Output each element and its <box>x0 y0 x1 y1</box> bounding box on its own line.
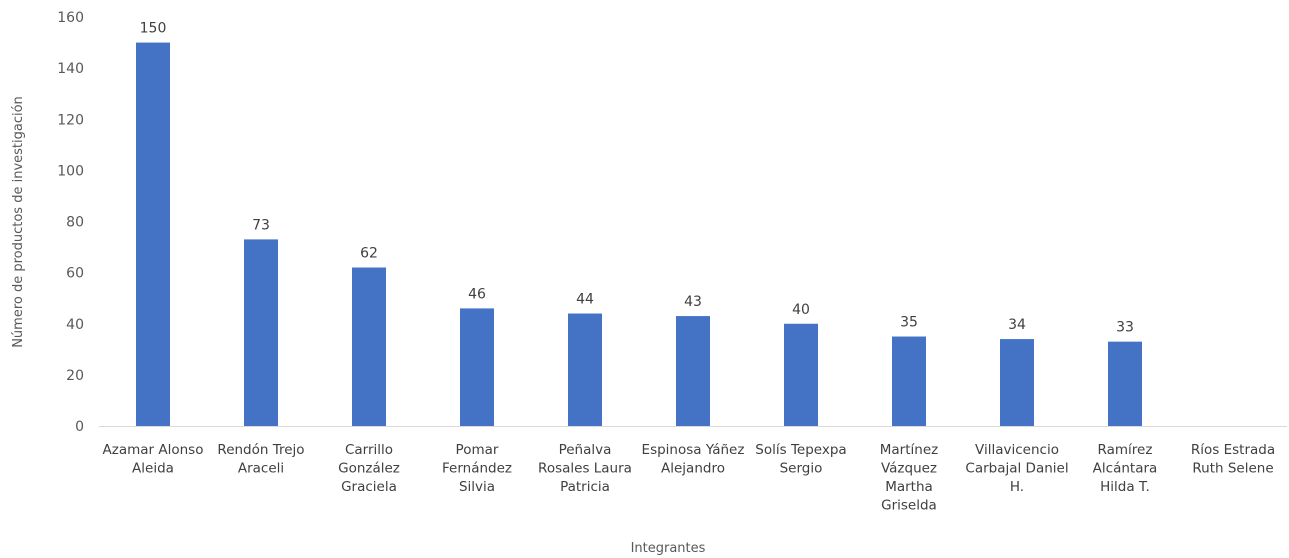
bar <box>892 336 926 426</box>
x-category-label-line: Graciela <box>341 479 397 495</box>
x-category-label-line: Ramírez <box>1098 442 1153 458</box>
x-category-label-line: Ríos Estrada <box>1191 442 1275 458</box>
data-label: 62 <box>360 246 378 262</box>
data-label: 43 <box>684 294 702 310</box>
data-label: 150 <box>140 21 167 37</box>
data-label: 46 <box>468 286 486 302</box>
x-category-label-line: Sergio <box>780 461 823 477</box>
x-category-label: Peñalva Rosales Laura Patricia <box>538 442 632 495</box>
bar <box>676 316 710 426</box>
x-category-label-line: Azamar Alonso <box>103 442 204 458</box>
y-tick-label: 120 <box>57 112 84 128</box>
x-axis-title: Integrantes <box>631 541 706 556</box>
x-category-label: Carrillo González Graciela <box>338 442 400 495</box>
x-category-label-line: Vázquez <box>881 461 937 477</box>
x-category-label: Solís Tepexpa Sergio <box>755 442 846 477</box>
bar <box>1108 341 1142 426</box>
data-label: 34 <box>1008 317 1026 333</box>
y-tick-label: 80 <box>66 215 84 231</box>
x-category-label-line: Peñalva <box>559 442 612 458</box>
y-axis-ticks: 0 20 40 60 80 100 120 140 160 <box>57 10 84 435</box>
x-category-label-line: Silvia <box>459 479 495 495</box>
x-category-label-line: Alejandro <box>661 461 725 477</box>
category-labels-group: Azamar Alonso Aleida Rendón Trejo Araceli Ca… <box>103 442 1276 514</box>
bar <box>1000 339 1034 426</box>
data-labels-group: 150 73 62 46 44 43 40 35 34 33 <box>140 21 1134 336</box>
x-category-label-line: Griselda <box>881 498 937 514</box>
x-category-label-line: Araceli <box>238 461 284 477</box>
bar <box>568 313 602 426</box>
bar <box>352 267 386 426</box>
x-category-label-line: Rosales Laura <box>538 461 632 477</box>
x-category-label-line: González <box>338 461 400 477</box>
data-label: 73 <box>252 217 270 233</box>
y-tick-label: 20 <box>66 368 84 384</box>
x-category-label: Martínez Vázquez Martha Griselda <box>880 442 938 514</box>
x-category-label: Villavicencio Carbajal Daniel H. <box>965 442 1068 495</box>
y-tick-label: 160 <box>57 10 84 26</box>
x-category-label-line: Hilda T. <box>1100 479 1150 495</box>
y-tick-label: 100 <box>57 163 84 179</box>
x-category-label-line: Pomar <box>456 442 499 458</box>
y-tick-label: 40 <box>66 317 84 333</box>
bar <box>244 239 278 426</box>
data-label: 33 <box>1116 320 1134 336</box>
bars-group <box>136 42 1142 426</box>
x-category-label-line: Solís Tepexpa <box>755 442 846 458</box>
x-category-label-line: Carbajal Daniel <box>965 461 1068 477</box>
x-category-label-line: Fernández <box>442 461 512 477</box>
data-label: 44 <box>576 292 594 308</box>
bar <box>136 42 170 426</box>
data-label: 40 <box>792 302 810 318</box>
x-category-label-line: Aleida <box>132 461 174 477</box>
x-category-label-line: Martínez <box>880 442 938 458</box>
bar <box>460 308 494 426</box>
x-category-label: Azamar Alonso Aleida <box>103 442 204 477</box>
x-category-label: Rendón Trejo Araceli <box>217 442 304 477</box>
x-category-label-line: H. <box>1010 479 1024 495</box>
x-category-label: Ramírez Alcántara Hilda T. <box>1093 442 1158 495</box>
y-tick-label: 60 <box>66 266 84 282</box>
y-axis-title: Número de productos de investigación <box>11 96 26 348</box>
x-category-label-line: Martha <box>885 479 933 495</box>
y-tick-label: 140 <box>57 61 84 77</box>
bar <box>784 323 818 426</box>
x-category-label: Espinosa Yáñez Alejandro <box>642 442 745 477</box>
x-category-label-line: Rendón Trejo <box>217 442 304 458</box>
x-category-label-line: Villavicencio <box>975 442 1059 458</box>
x-category-label-line: Ruth Selene <box>1192 461 1273 477</box>
y-tick-label: 0 <box>75 419 84 435</box>
x-category-label-line: Alcántara <box>1093 461 1158 477</box>
x-category-label-line: Patricia <box>560 479 610 495</box>
data-label: 35 <box>900 315 918 331</box>
x-category-label: Pomar Fernández Silvia <box>442 442 512 495</box>
x-category-label-line: Carrillo <box>345 442 393 458</box>
x-category-label: Ríos Estrada Ruth Selene <box>1191 442 1275 477</box>
x-category-label-line: Espinosa Yáñez <box>642 442 745 458</box>
